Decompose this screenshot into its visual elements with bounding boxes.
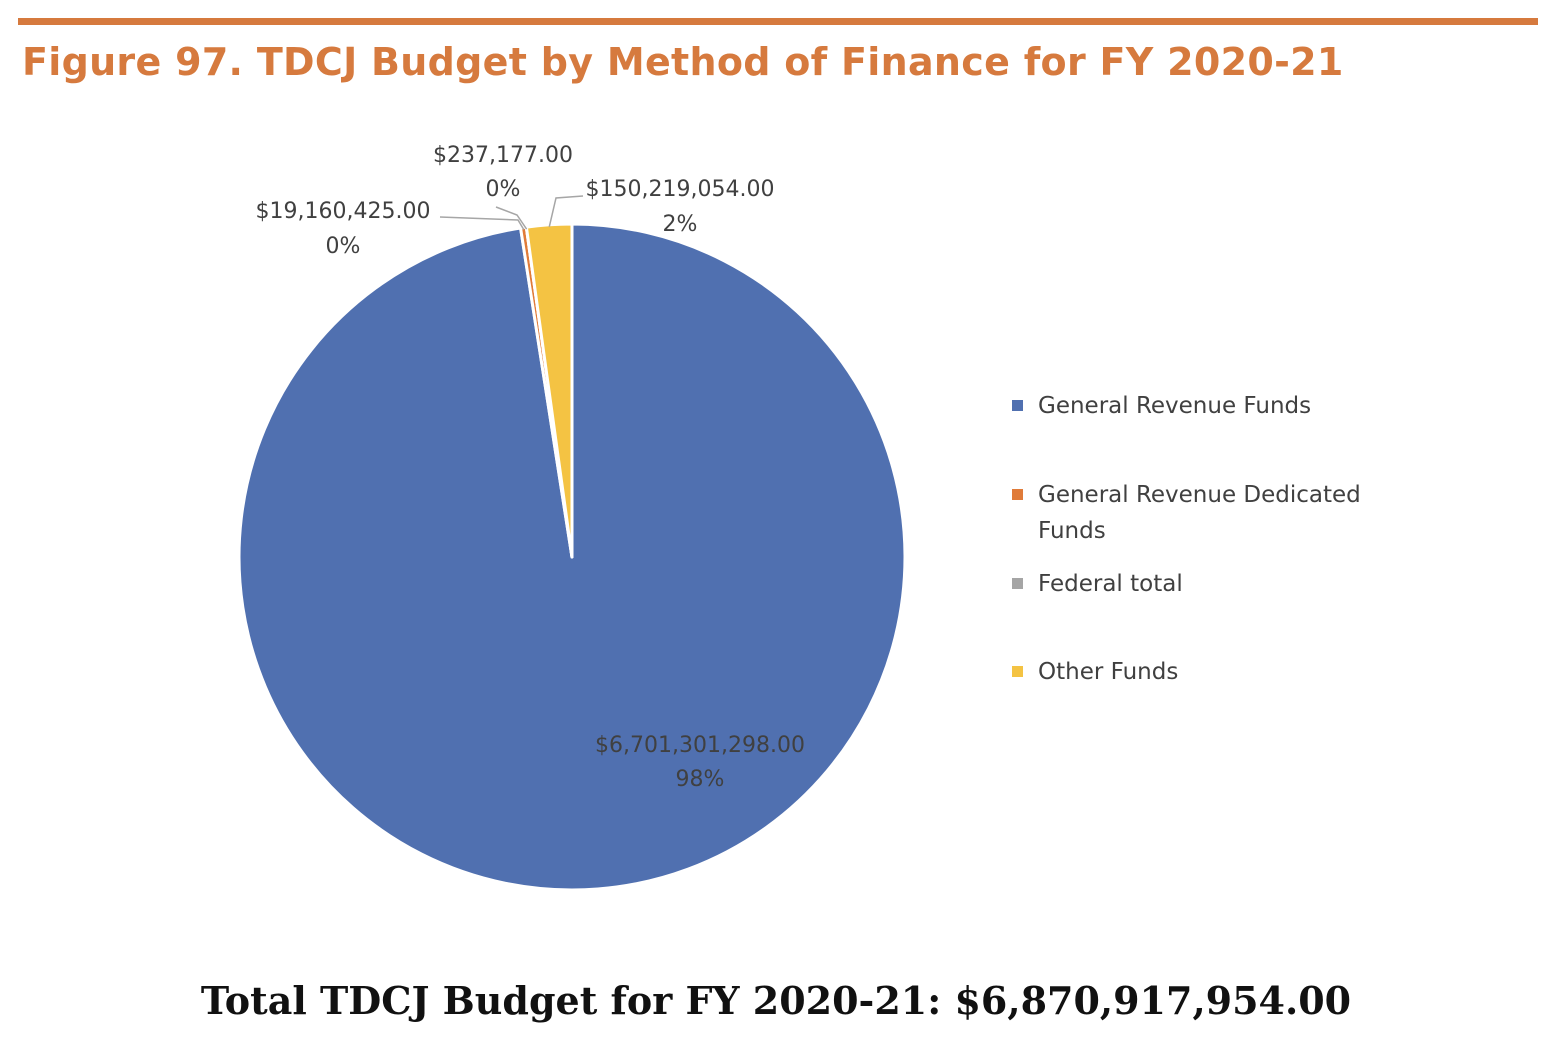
legend-swatch <box>1012 666 1023 677</box>
legend-item-general-revenue: General Revenue Funds <box>1010 388 1410 424</box>
figure-title: Figure 97. TDCJ Budget by Method of Fina… <box>22 40 1344 84</box>
legend-item-other-funds: Other Funds <box>1010 654 1410 690</box>
data-labels: $6,701,301,298.00 98% $19,160,425.00 0% $237… <box>256 143 805 792</box>
leader-line-other-funds <box>548 195 584 227</box>
data-label-percent-other-funds: 2% <box>663 212 698 237</box>
legend-swatch <box>1012 578 1023 589</box>
legend-swatch <box>1012 400 1023 411</box>
legend-label: Other Funds <box>1038 659 1179 685</box>
data-label-value-general-revenue-funds: $6,701,301,298.00 <box>595 733 805 758</box>
data-label-value-federal-total: $237,177.00 <box>433 143 573 168</box>
legend-label: Federal total <box>1038 571 1183 597</box>
pie-slices <box>237 222 907 892</box>
data-label-percent-general-revenue-dedicated-funds: 0% <box>326 234 361 259</box>
total-budget-text: Total TDCJ Budget for FY 2020-21: $6,870… <box>200 978 1352 1023</box>
pie-chart: $6,701,301,298.00 98% $19,160,425.00 0% $237… <box>237 143 907 892</box>
legend-item-gr-dedicated: General Revenue Dedicated Funds <box>1010 477 1410 549</box>
legend-swatch <box>1012 489 1023 500</box>
data-label-value-other-funds: $150,219,054.00 <box>586 177 775 202</box>
data-label-percent-federal-total: 0% <box>486 177 521 202</box>
legend-item-federal: Federal total <box>1010 566 1410 602</box>
legend-label: General Revenue Funds <box>1038 393 1312 419</box>
leader-line-federal-total <box>495 206 528 230</box>
top-rule <box>18 18 1538 25</box>
legend-label: General Revenue Dedicated Funds <box>1038 482 1361 544</box>
leader-lines <box>439 195 584 230</box>
data-label-value-general-revenue-dedicated-funds: $19,160,425.00 <box>256 199 431 224</box>
data-label-percent-general-revenue-funds: 98% <box>676 767 725 792</box>
leader-line-general-revenue-dedicated-funds <box>439 216 525 230</box>
